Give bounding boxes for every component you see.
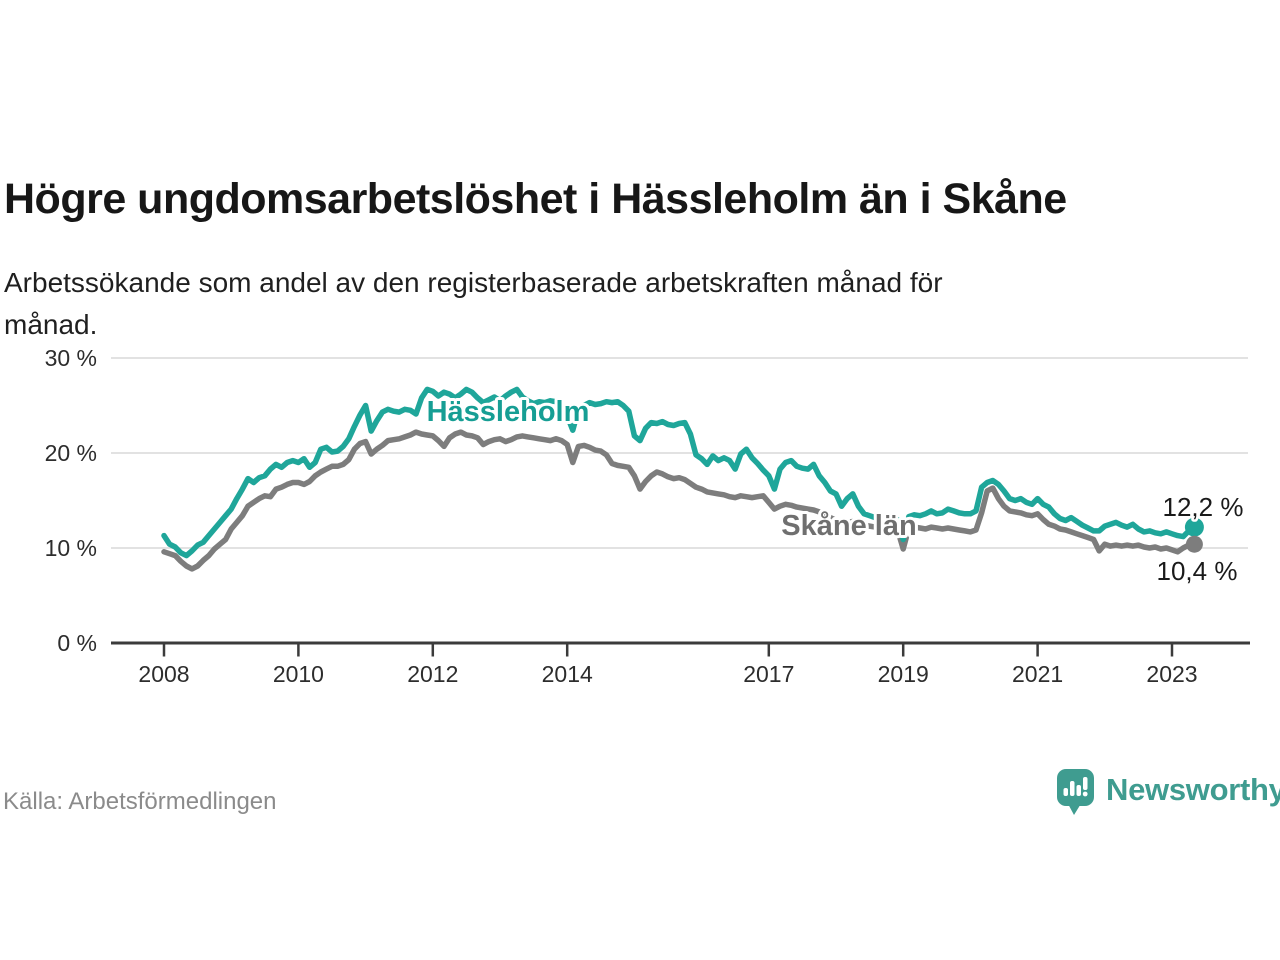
y-tick-label-20: 20 % [45, 440, 97, 466]
x-tick-label-2023: 2023 [1146, 661, 1197, 687]
newsworthy-logo: Newsworthy [1056, 768, 1280, 818]
y-tick-label-30: 30 % [45, 345, 97, 371]
y-tick-label-0: 0 % [57, 630, 97, 656]
hassleholm-series-label: Hässleholm [427, 396, 590, 428]
x-tick-label-2014: 2014 [542, 661, 593, 687]
skane-end-dot [1185, 535, 1203, 553]
hassleholm-end-dot [1184, 517, 1204, 537]
x-tick-label-2017: 2017 [743, 661, 794, 687]
skane-line [161, 429, 1198, 572]
newsworthy-wordmark: Newsworthy [1106, 772, 1280, 807]
page-title: Högre ungdomsarbetslöshet i Hässleholm ä… [4, 174, 1067, 223]
x-tick-label-2010: 2010 [273, 661, 324, 687]
hassleholm-value-label: 12,2 % [1163, 492, 1244, 522]
subtitle-line-2: månad. [4, 309, 98, 340]
y-tick-label-10: 10 % [45, 535, 97, 561]
chart-subtitle: Arbetssökande som andel av den registerb… [4, 262, 1214, 346]
subtitle-line-1: Arbetssökande som andel av den registerb… [4, 267, 943, 298]
skane-series-label: Skåne län [781, 510, 916, 542]
hassleholm-line [161, 386, 1198, 559]
x-tick-label-2019: 2019 [878, 661, 929, 687]
skane-value-label: 10,4 % [1157, 556, 1238, 586]
x-tick-label-2021: 2021 [1012, 661, 1063, 687]
x-tick-label-2008: 2008 [138, 661, 189, 687]
source-note: Källa: Arbetsförmedlingen [3, 788, 277, 815]
newsworthy-logo-icon [1057, 769, 1094, 815]
x-tick-label-2012: 2012 [407, 661, 458, 687]
